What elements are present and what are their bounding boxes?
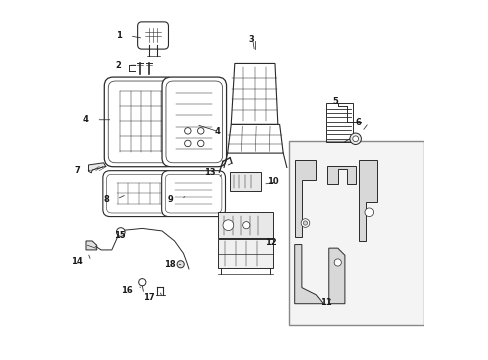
FancyBboxPatch shape xyxy=(102,171,174,217)
Circle shape xyxy=(116,228,125,236)
Text: 4: 4 xyxy=(82,115,88,124)
Bar xyxy=(217,239,273,268)
Text: 15: 15 xyxy=(114,231,126,240)
Text: 1: 1 xyxy=(116,31,122,40)
Bar xyxy=(217,212,273,238)
Text: 11: 11 xyxy=(319,298,330,307)
Polygon shape xyxy=(294,160,316,237)
Circle shape xyxy=(184,140,191,147)
FancyBboxPatch shape xyxy=(137,22,168,49)
Text: 4: 4 xyxy=(214,127,220,136)
Text: 16: 16 xyxy=(121,286,132,295)
Text: 8: 8 xyxy=(103,194,109,203)
Circle shape xyxy=(349,133,361,144)
Circle shape xyxy=(303,221,307,225)
Text: 18: 18 xyxy=(163,260,175,269)
Circle shape xyxy=(352,136,358,141)
Polygon shape xyxy=(326,166,355,184)
Text: 17: 17 xyxy=(143,293,155,302)
FancyBboxPatch shape xyxy=(104,77,175,167)
Text: 3: 3 xyxy=(248,35,254,44)
Text: 7: 7 xyxy=(74,166,80,175)
FancyBboxPatch shape xyxy=(162,171,225,217)
Circle shape xyxy=(197,140,203,147)
Circle shape xyxy=(139,279,145,286)
Bar xyxy=(325,103,352,142)
Bar xyxy=(230,172,260,192)
Circle shape xyxy=(333,259,341,266)
Circle shape xyxy=(242,222,249,229)
Circle shape xyxy=(364,208,373,217)
Text: 2: 2 xyxy=(115,61,121,70)
Text: 14: 14 xyxy=(71,257,83,266)
FancyBboxPatch shape xyxy=(162,77,226,167)
Text: 12: 12 xyxy=(265,238,277,247)
Polygon shape xyxy=(359,160,376,241)
Circle shape xyxy=(177,261,184,268)
Polygon shape xyxy=(294,244,323,304)
Text: 6: 6 xyxy=(354,118,360,127)
Polygon shape xyxy=(86,241,97,250)
Polygon shape xyxy=(88,163,105,173)
Circle shape xyxy=(301,219,309,227)
Bar xyxy=(289,140,423,325)
Circle shape xyxy=(184,128,191,134)
Text: 10: 10 xyxy=(267,177,278,186)
Circle shape xyxy=(197,128,203,134)
Circle shape xyxy=(223,220,233,230)
Text: 5: 5 xyxy=(332,96,338,105)
Text: 13: 13 xyxy=(204,168,215,177)
Polygon shape xyxy=(328,248,344,304)
Text: 9: 9 xyxy=(167,194,173,203)
